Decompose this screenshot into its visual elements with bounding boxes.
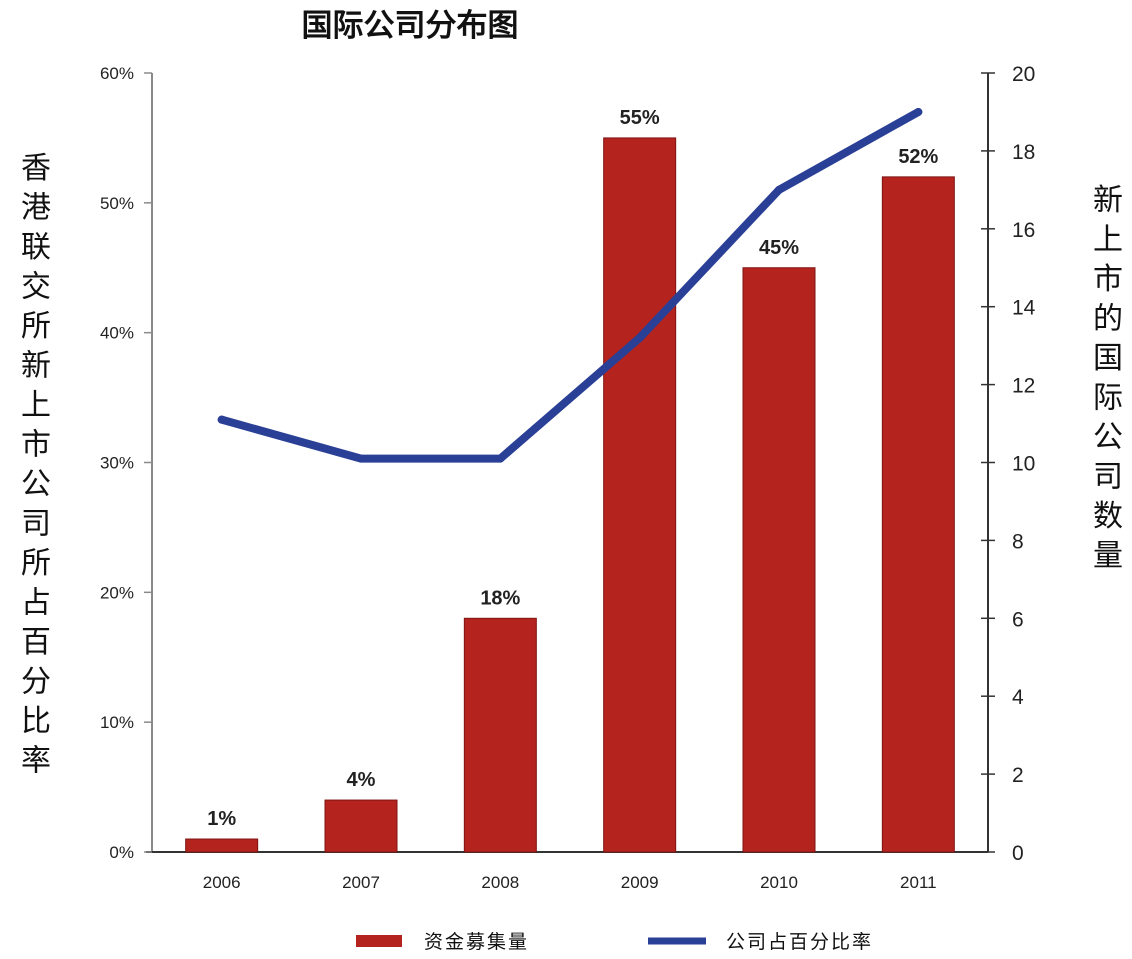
y2-tick-label: 16 <box>1012 219 1035 242</box>
y2-tick-label: 0 <box>1012 842 1024 865</box>
y2-tick-label: 14 <box>1012 297 1036 320</box>
y-axis-label: 香港联交所新上市公司所占百分比率 <box>21 151 51 779</box>
line-point <box>496 454 505 463</box>
line-point <box>635 333 644 342</box>
line-point <box>217 415 226 424</box>
y-tick-label: 40% <box>100 324 134 343</box>
legend-label-bar: 资金募集量 <box>424 931 529 953</box>
y-tick-label: 0% <box>109 843 134 862</box>
y-tick-label: 10% <box>100 713 134 732</box>
y-tick-label: 50% <box>100 194 134 213</box>
legend-label-line: 公司占百分比率 <box>726 931 873 953</box>
bar <box>881 176 955 853</box>
legend: 资金募集量 公司占百分比率 <box>356 931 873 953</box>
y2-tick-label: 20 <box>1012 63 1035 86</box>
line-series <box>217 107 923 463</box>
y-tick-label: 20% <box>100 583 134 602</box>
chart-title: 国际公司分布图 <box>302 8 519 44</box>
y-tick-label: 60% <box>100 64 134 83</box>
bar <box>463 617 537 853</box>
y2-tick-label: 12 <box>1012 375 1035 398</box>
bar <box>603 137 677 853</box>
x-tick-label: 2011 <box>900 873 937 892</box>
line-point <box>914 107 923 116</box>
y2-tick-label: 8 <box>1012 530 1024 553</box>
bar-data-label: 1% <box>207 808 236 830</box>
bar-data-label: 4% <box>347 769 376 791</box>
y2-tick-label: 2 <box>1012 764 1024 787</box>
x-tick-label: 2007 <box>342 873 380 892</box>
x-tick-label: 2010 <box>760 873 798 892</box>
line-point <box>357 454 365 463</box>
bar-data-label: 45% <box>759 237 799 259</box>
line-point <box>775 185 783 194</box>
y-tick-label: 30% <box>100 454 134 473</box>
x-tick-label: 2009 <box>621 873 659 892</box>
bar-data-label: 18% <box>480 587 520 609</box>
bar-data-label: 52% <box>898 146 938 168</box>
bar <box>324 799 398 853</box>
y2-tick-label: 4 <box>1012 686 1024 709</box>
x-tick-label: 2008 <box>481 873 519 892</box>
y2-tick-label: 6 <box>1012 608 1024 631</box>
x-tick-label: 2006 <box>203 873 241 892</box>
y2-tick-label: 18 <box>1012 141 1035 164</box>
bar <box>185 838 259 853</box>
y2-axis-label: 新上市的国际公司数量 <box>1093 183 1123 574</box>
bar-data-label: 55% <box>620 107 660 129</box>
legend-swatch-bar <box>356 935 402 947</box>
y2-tick-label: 10 <box>1012 453 1035 476</box>
bar <box>742 267 816 853</box>
plot-area: 0% 10% 20% 30% 40% 50% 60% 0 2 4 6 8 10 12 14 16 18 20 1% 2… <box>100 63 1036 892</box>
